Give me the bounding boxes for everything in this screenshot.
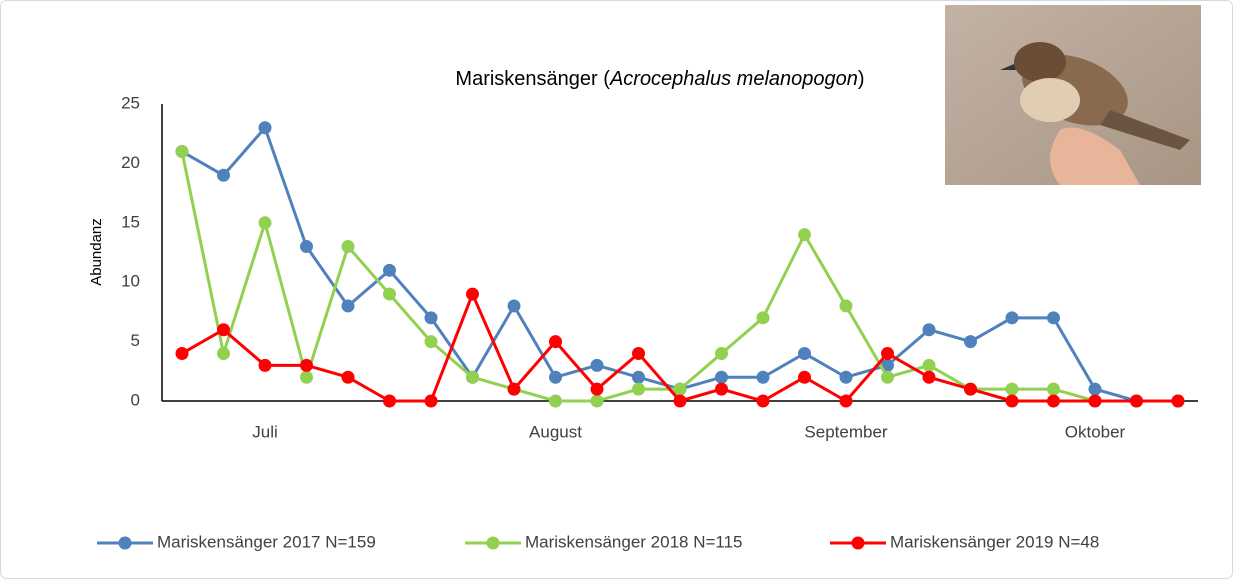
data-point [923, 359, 936, 372]
data-point [1089, 383, 1102, 396]
data-point [964, 335, 977, 348]
data-point [300, 240, 313, 253]
data-point [466, 371, 479, 384]
data-point [425, 335, 438, 348]
x-tick-label: August [529, 422, 582, 441]
legend-marker [487, 537, 500, 550]
data-point [425, 311, 438, 324]
data-point [923, 371, 936, 384]
data-point [1089, 395, 1102, 408]
data-point [715, 347, 728, 360]
data-point [300, 371, 313, 384]
data-point [715, 371, 728, 384]
legend-label: Mariskensänger 2017 N=159 [157, 532, 376, 551]
data-point [259, 216, 272, 229]
legend-marker [852, 537, 865, 550]
y-tick-label: 0 [131, 390, 140, 409]
data-point [591, 395, 604, 408]
data-point [632, 383, 645, 396]
legend-label: Mariskensänger 2018 N=115 [525, 532, 743, 551]
data-point [923, 323, 936, 336]
data-point [425, 395, 438, 408]
data-point [549, 395, 562, 408]
data-point [342, 371, 355, 384]
data-point [798, 371, 811, 384]
data-point [591, 383, 604, 396]
data-point [466, 288, 479, 301]
data-point [1006, 383, 1019, 396]
data-point [798, 228, 811, 241]
data-point [591, 359, 604, 372]
y-tick-label: 25 [121, 93, 140, 112]
data-point [383, 395, 396, 408]
data-point [1047, 383, 1060, 396]
data-point [632, 347, 645, 360]
legend-label: Mariskensänger 2019 N=48 [890, 532, 1099, 551]
chart: Mariskensänger (Acrocephalus melanopogon… [0, 0, 1233, 579]
data-point [1130, 395, 1143, 408]
y-axis-label: Abundanz [88, 218, 105, 286]
data-point [674, 395, 687, 408]
data-point [259, 121, 272, 134]
data-point [840, 371, 853, 384]
y-tick-label: 5 [131, 331, 140, 350]
bird-photo [945, 5, 1201, 185]
data-point [757, 311, 770, 324]
data-point [176, 145, 189, 158]
data-point [1047, 395, 1060, 408]
data-point [632, 371, 645, 384]
y-tick-label: 10 [121, 272, 140, 291]
data-point [881, 347, 894, 360]
x-tick-label: September [804, 422, 887, 441]
y-tick-label: 20 [121, 153, 140, 172]
data-point [1006, 395, 1019, 408]
data-point [881, 371, 894, 384]
data-point [217, 347, 230, 360]
data-point [757, 371, 770, 384]
data-point [508, 299, 521, 312]
title-part: ) [858, 68, 865, 90]
chart-title: Mariskensänger (Acrocephalus melanopogon… [455, 68, 864, 90]
data-point [383, 288, 396, 301]
data-point [300, 359, 313, 372]
title-species: Acrocephalus melanopogon [609, 68, 858, 90]
x-tick-label: Juli [252, 422, 278, 441]
y-tick-label: 15 [121, 212, 140, 231]
title-part: Mariskensänger ( [455, 68, 610, 90]
data-point [342, 299, 355, 312]
data-point [1172, 395, 1185, 408]
data-point [840, 299, 853, 312]
data-point [217, 323, 230, 336]
data-point [1047, 311, 1060, 324]
data-point [964, 383, 977, 396]
data-point [259, 359, 272, 372]
data-point [1006, 311, 1019, 324]
data-point [176, 347, 189, 360]
legend-marker [119, 537, 132, 550]
data-point [798, 347, 811, 360]
data-point [549, 371, 562, 384]
data-point [217, 169, 230, 182]
data-point [549, 335, 562, 348]
data-point [715, 383, 728, 396]
data-point [383, 264, 396, 277]
data-point [342, 240, 355, 253]
data-point [757, 395, 770, 408]
data-point [840, 395, 853, 408]
x-tick-label: Oktober [1065, 422, 1126, 441]
data-point [508, 383, 521, 396]
